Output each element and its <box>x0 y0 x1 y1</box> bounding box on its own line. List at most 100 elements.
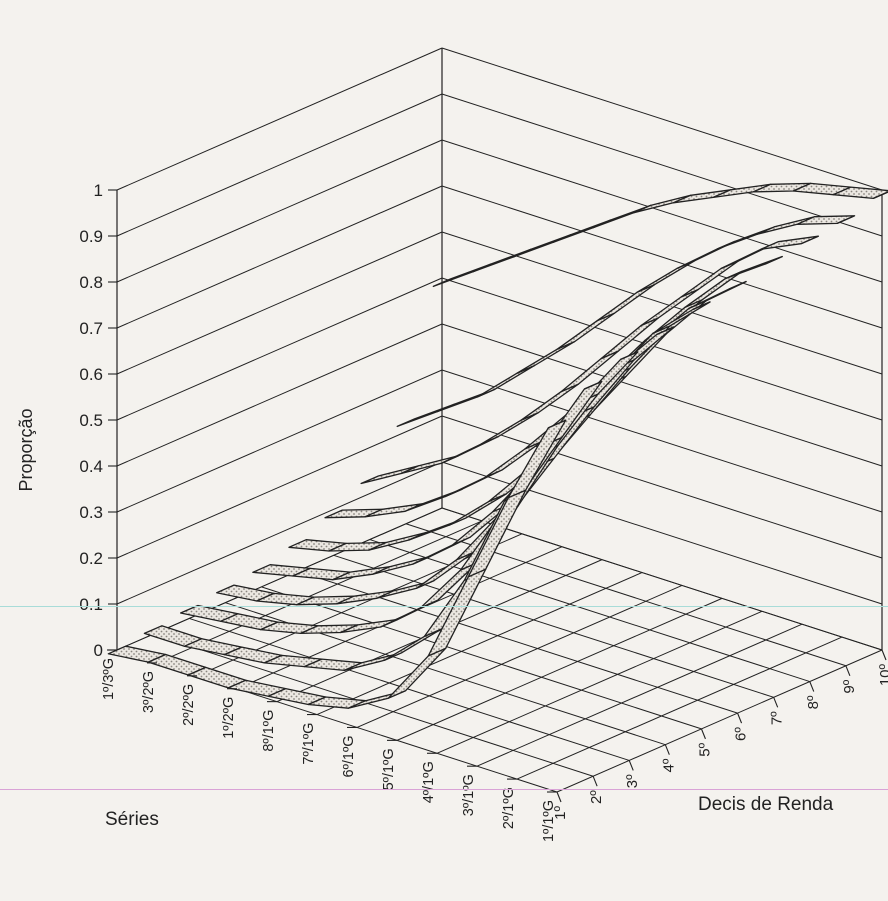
x-tick-label: 1º/2ºG <box>221 697 237 739</box>
z-tick <box>881 649 887 661</box>
floor-grid-line <box>152 633 594 777</box>
wall-grid-line <box>116 507 443 651</box>
axes-walls <box>116 47 883 793</box>
z-tick-label: 10º <box>877 663 888 686</box>
wall-grid-line <box>116 231 443 375</box>
ribbon-segment <box>652 301 711 335</box>
x-tick-label: 8º/1ºG <box>261 710 277 752</box>
wall-grid-line <box>441 231 883 375</box>
z-tick <box>737 712 743 724</box>
ribbons <box>107 182 888 709</box>
wall-grid-line <box>441 461 883 605</box>
wall-grid-line <box>441 323 883 467</box>
z-tick-label: 1º <box>552 805 569 819</box>
floor-grid-line <box>316 572 643 716</box>
floor-grid-line <box>516 636 843 780</box>
ribbon-segment <box>368 531 427 551</box>
y-tick-label: 0 <box>94 641 103 660</box>
floor-grid-line <box>261 586 702 730</box>
z-tick <box>809 681 815 692</box>
wall-grid-line <box>116 185 443 329</box>
z-tick-label: 2º <box>588 790 605 804</box>
z-tick-label: 8º <box>805 695 822 709</box>
scan-line-pink <box>0 789 888 790</box>
z-tick <box>700 728 706 740</box>
z-tick-label: 7º <box>769 711 786 725</box>
floor-grid-line <box>297 570 738 714</box>
ribbon-cap <box>728 280 747 290</box>
floor-grid-line <box>396 597 723 741</box>
ribbon-segment <box>387 647 447 699</box>
wall-grid-line <box>441 277 883 421</box>
wall-grid-line <box>116 323 443 467</box>
ribbon-segment <box>636 260 696 293</box>
z-tick <box>845 665 851 676</box>
y-tick-label: 0.1 <box>79 595 103 614</box>
x-tick-label: 1º/1ºG <box>541 800 557 842</box>
wall-grid-line <box>116 415 443 559</box>
ribbon-segment <box>516 340 576 374</box>
z-tick <box>592 776 598 787</box>
floor-grid-line <box>556 649 883 793</box>
x-tick-label: 6º/1ºG <box>341 735 357 777</box>
ribbon-cap <box>692 301 711 311</box>
floor-grid-line <box>436 610 763 754</box>
z-tick-label: 9º <box>841 679 858 693</box>
wall-grid-line <box>116 93 443 237</box>
y-tick-label: 0.5 <box>79 411 103 430</box>
wall-grid-line <box>116 277 443 421</box>
floor-grid-line <box>156 520 483 664</box>
x-tick-label: 5º/1ºG <box>381 748 397 790</box>
z-axis-label: Decis de Renda <box>698 794 834 815</box>
wall-grid-line <box>441 93 883 237</box>
x-axis-label: Séries <box>105 809 159 830</box>
ribbon-segment <box>360 465 420 485</box>
ribbon-segment <box>480 411 540 445</box>
floor-grid-line <box>476 623 803 767</box>
y-tick-label: 0.7 <box>79 319 103 338</box>
z-tick <box>773 697 779 708</box>
wall-grid-line <box>116 461 443 605</box>
z-tick-label: 4º <box>660 758 677 772</box>
floor-grid-line <box>356 584 683 728</box>
scan-line-cyan <box>0 606 888 607</box>
y-tick-label: 0.9 <box>79 227 103 246</box>
floor-grid-line <box>369 539 810 683</box>
floor-grid-line <box>189 617 630 761</box>
x-tick-label: 4º/1ºG <box>421 761 437 803</box>
x-tick-label: 2º/2ºG <box>181 684 197 726</box>
wall-grid-line <box>116 369 443 513</box>
wall-grid-line <box>441 415 883 559</box>
ribbon-segment <box>760 235 820 250</box>
wall-grid-line <box>441 369 883 513</box>
wall-grid-line <box>441 507 883 651</box>
y-tick-label: 1 <box>94 181 103 200</box>
ribbon-segment <box>596 283 656 322</box>
x-tick-label: 7º/1ºG <box>301 723 317 765</box>
x-tick-label: 2º/1ºG <box>501 787 517 829</box>
z-tick <box>664 744 670 755</box>
z-tick-label: 6º <box>733 727 750 741</box>
x-tick-label: 3º/2ºG <box>141 671 157 713</box>
wall-grid-line <box>441 47 883 191</box>
axes: 0 0.1 0.2 0.3 0.4 0.5 0.6 0.7 0.8 0.9 1 1º/1ºG 2º/1º… <box>79 181 888 842</box>
ribbon-cap <box>836 215 855 224</box>
x-tick-label: 3º/1ºG <box>461 774 477 816</box>
y-tick-label: 0.3 <box>79 503 103 522</box>
y-tick-label: 0.6 <box>79 365 103 384</box>
ribbon-cap <box>764 255 783 265</box>
wall-grid-line <box>441 139 883 283</box>
floor-grid-line <box>333 554 774 698</box>
wall-grid-line <box>441 185 883 329</box>
ribbon-cap <box>548 419 566 429</box>
ribbon-cap <box>656 326 675 336</box>
ribbon-segment <box>467 489 527 578</box>
wall-grid-line <box>116 47 443 191</box>
y-tick-label: 0.2 <box>79 549 103 568</box>
z-tick <box>556 791 562 803</box>
y-axis-label: Proporção <box>16 408 36 491</box>
z-tick-label: 5º <box>696 742 713 756</box>
x-tick-label: 1º/3ºG <box>101 658 117 700</box>
ribbon-cap <box>584 380 603 390</box>
